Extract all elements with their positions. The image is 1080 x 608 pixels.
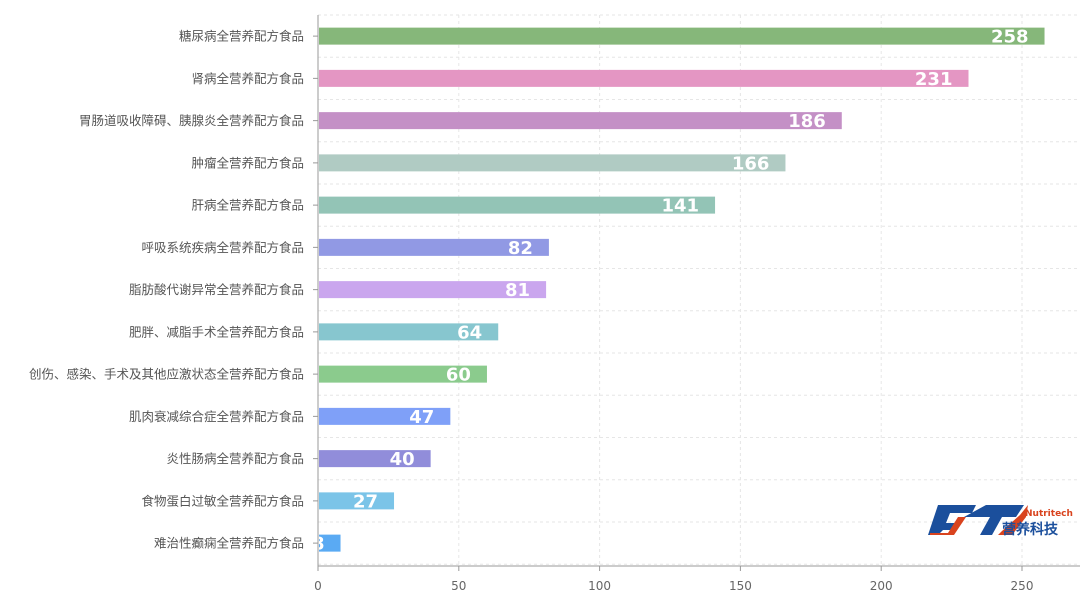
data-label: 231 xyxy=(915,69,953,90)
logo-text-cn: 营养科技 xyxy=(1002,521,1059,538)
category-label: 脂肪酸代谢异常全营养配方食品 xyxy=(129,282,304,297)
data-label: 141 xyxy=(661,196,699,217)
bar xyxy=(319,365,487,383)
category-label: 肥胖、减脂手术全营养配方食品 xyxy=(129,324,304,339)
bar xyxy=(319,112,842,130)
data-label: 40 xyxy=(390,449,415,470)
x-tick-label: 100 xyxy=(588,579,611,593)
category-label: 呼吸系统疾病全营养配方食品 xyxy=(141,240,304,255)
bar xyxy=(319,69,969,87)
logo: Nutritech 营养科技 xyxy=(928,505,1073,538)
x-tick-label: 250 xyxy=(1011,579,1034,593)
data-label: 186 xyxy=(788,111,826,132)
x-tick-label: 50 xyxy=(451,579,466,593)
data-label: 166 xyxy=(732,153,770,174)
category-label: 难治性癫痫全营养配方食品 xyxy=(154,536,304,551)
bar xyxy=(319,238,549,256)
bar xyxy=(319,27,1045,45)
category-label: 肾病全营养配方食品 xyxy=(191,71,304,86)
category-label: 肿瘤全营养配方食品 xyxy=(191,155,304,170)
bar xyxy=(319,323,499,341)
data-label: 258 xyxy=(991,27,1029,48)
category-label: 胃肠道吸收障碍、胰腺炎全营养配方食品 xyxy=(79,113,304,128)
data-label: 60 xyxy=(446,365,471,386)
category-label: 肝病全营养配方食品 xyxy=(191,198,304,213)
data-label: 8 xyxy=(312,534,325,555)
data-label: 81 xyxy=(505,280,530,301)
axes: 0 50 100 150 200 250 糖尿病全营养配方食品肾病全营养配方食品胃肠道吸收障… xyxy=(29,15,1080,593)
bar xyxy=(319,492,395,510)
data-label: 27 xyxy=(353,491,378,512)
bar xyxy=(319,281,547,299)
bars: 258 231 186 166 141 82 81 64 60 47 40 27 8 xyxy=(312,27,1045,555)
data-label: 82 xyxy=(508,238,533,259)
x-tick-label: 150 xyxy=(729,579,752,593)
x-tick-label: 200 xyxy=(870,579,893,593)
grid xyxy=(318,14,1080,566)
logo-text-en: Nutritech xyxy=(1025,509,1073,519)
data-label: 64 xyxy=(457,322,482,343)
category-label: 肌肉衰减综合症全营养配方食品 xyxy=(129,409,304,424)
category-label: 食物蛋白过敏全营养配方食品 xyxy=(141,493,304,508)
bar xyxy=(319,450,431,468)
bar xyxy=(319,154,786,172)
bar xyxy=(319,407,451,425)
category-label: 炎性肠病全营养配方食品 xyxy=(166,451,304,466)
data-label: 47 xyxy=(409,407,434,428)
bar xyxy=(319,534,341,552)
category-label: 创伤、感染、手术及其他应激状态全营养配方食品 xyxy=(29,367,304,382)
category-label: 糖尿病全营养配方食品 xyxy=(179,29,304,44)
x-tick-label: 0 xyxy=(314,579,322,593)
bar xyxy=(319,196,716,214)
